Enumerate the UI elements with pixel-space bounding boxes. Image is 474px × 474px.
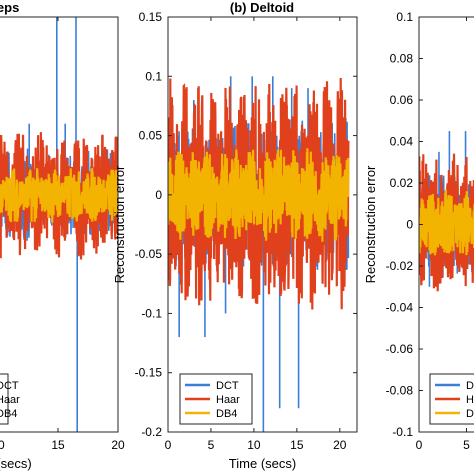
chart-panel-3: 0 5 0.1 0.08 0.06 0.04 0.02 0 -0.02 -0.04 -0.06 -0.… [363,10,474,452]
y-tick-label: -0.08 [386,384,414,398]
y-tick-label: 0.04 [390,135,414,149]
y-tick-label: 0.1 [396,10,413,24]
plot-area [168,76,350,432]
x-tick-label: 20 [111,438,125,452]
y-tick-label: 0.08 [390,52,414,66]
y-tick-label: -0.05 [135,247,163,261]
x-tick-label: 5 [208,438,215,452]
chart-panel-1: 10 15 20 Biceps Time (secs) DCT Haar DB4 [0,0,125,471]
x-axis-label: Time (secs) [229,456,296,471]
x-tick-label: 15 [290,438,304,452]
y-tick-label: 0.06 [390,93,414,107]
y-axis-label: Reconstruction error [363,165,378,283]
y-tick-label: 0.1 [145,69,162,83]
x-tick-label: 5 [463,438,470,452]
series-line-db4 [419,189,474,256]
series-line-haar [419,153,474,292]
chart-title: (b) Deltoid [230,0,294,15]
x-tick-label: 15 [51,438,65,452]
plot-area [419,131,474,292]
y-tick-label: 0.05 [139,129,163,143]
chart-panel-2: 0 5 10 15 20 0.15 0.1 0.05 0 -0.05 -0.1 -0.15 -0.2 (b… [112,0,358,471]
y-tick-label: -0.15 [135,366,163,380]
y-tick-label: -0.06 [386,342,414,356]
legend-label-db4: DB4 [0,408,17,420]
legend: DCT Haar DB4 [0,373,20,425]
series-line-db4 [168,148,350,242]
plot-area [0,17,118,432]
y-tick-label: 0 [155,188,162,202]
series-line-haar [0,132,118,260]
legend-label-haar: Haar [466,394,474,406]
legend-label-dct: DCT [466,380,474,392]
x-tick-label: 0 [165,438,172,452]
axes-box [167,16,358,433]
x-tick-label: 10 [247,438,261,452]
legend-box [0,373,9,425]
y-tick-label: -0.02 [386,259,414,273]
x-tick-label: 20 [333,438,347,452]
y-tick-label: 0.02 [390,176,414,190]
y-tick-label: -0.1 [141,306,162,320]
y-tick-label: 0 [406,218,413,232]
x-tick-label: 10 [0,438,5,452]
legend-label-db4: DB4 [216,408,237,420]
legend: DCT Haar DB4 [429,373,474,425]
y-tick-label: 0.15 [139,10,163,24]
legend-label-db4: DB4 [466,408,474,420]
legend-label-dct: DCT [216,380,239,392]
legend-label-dct: DCT [0,380,19,392]
legend-label-haar: Haar [0,394,20,406]
axes-box [0,16,119,433]
legend-label-haar: Haar [216,394,240,406]
y-tick-label: -0.1 [392,425,413,439]
chart-title: Biceps [0,0,19,15]
y-tick-label: -0.2 [141,425,162,439]
y-axis-label: Reconstruction error [112,165,127,283]
legend: DCT Haar DB4 [179,373,253,425]
y-tick-label: -0.04 [386,301,414,315]
x-axis-label: Time (secs) [0,456,32,471]
x-tick-label: 0 [416,438,423,452]
series-line-db4 [0,168,118,223]
